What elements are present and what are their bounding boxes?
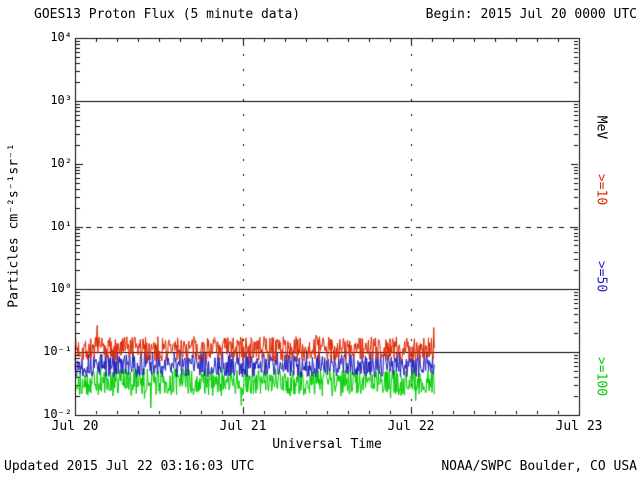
- updated-timestamp: Updated 2015 Jul 22 03:16:03 UTC: [4, 459, 255, 474]
- y-tick-label: 10⁰: [50, 281, 72, 296]
- y-tick-label: 10⁴: [50, 30, 72, 44]
- y-tick-label: 10¹: [50, 218, 72, 233]
- series-label-protons-gte-50MeV: >=50: [593, 260, 609, 293]
- x-tick-label: Jul 22: [387, 419, 435, 434]
- chart-title: GOES13 Proton Flux (5 minute data): [34, 7, 301, 22]
- y-tick-label: 10³: [50, 92, 72, 107]
- x-tick-label: Jul 20: [51, 419, 99, 434]
- begin-time-label: Begin: 2015 Jul 20 0000 UTC: [425, 7, 637, 22]
- x-tick-label: Jul 23: [555, 419, 603, 434]
- x-tick-label: Jul 21: [219, 419, 267, 434]
- y-tick-label: 10²: [50, 155, 72, 170]
- y-axis-label: Particles cm⁻²s⁻¹sr⁻¹: [6, 143, 22, 308]
- y-tick-label: 10⁻²: [43, 407, 72, 421]
- x-axis-label: Universal Time: [272, 437, 382, 452]
- series-label-protons-gte-100MeV: >=100: [593, 356, 609, 397]
- y-tick-label: 10⁻¹: [43, 344, 72, 359]
- credit-label: NOAA/SWPC Boulder, CO USA: [441, 459, 637, 474]
